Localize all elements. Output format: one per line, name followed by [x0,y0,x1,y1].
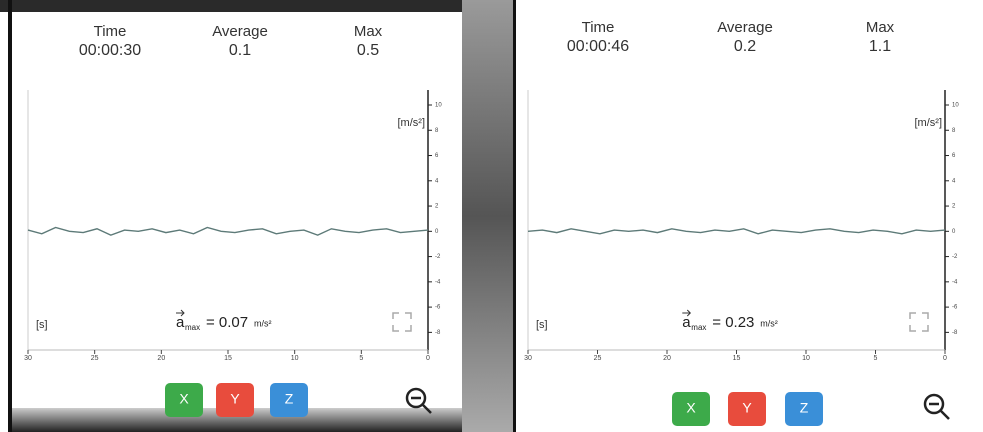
x-tick-label: 0 [943,355,947,362]
x-tick-label: 10 [291,355,299,362]
y-tick-label: 10 [435,103,442,109]
left-border [8,0,12,432]
x-tick-label: 25 [594,355,602,362]
amax-unit: m/s² [760,318,778,328]
stat-value: 00:00:46 [567,38,629,55]
amax-value: = 0.07 [206,314,248,331]
x-tick-label: 20 [663,355,671,362]
y-tick-label: -8 [435,330,441,336]
top-bar [0,0,462,12]
y-tick-label: -4 [952,279,958,285]
y-unit: [m/s²] [915,117,943,129]
y-unit: [m/s²] [398,117,426,129]
x-unit: [s] [536,319,548,331]
stat-value: 0.1 [229,42,251,59]
axis-button-label[interactable]: Y [742,400,752,416]
axis-button-label[interactable]: X [179,391,189,407]
x-tick-label: 15 [224,355,232,362]
stat-label: Average [717,19,773,36]
x-unit: [s] [36,319,48,331]
amax-symbol: a [682,314,691,331]
y-tick-label: -8 [952,330,958,336]
amax-sub: max [691,323,706,332]
stat-label: Average [212,23,268,40]
stat-value: 1.1 [869,38,891,55]
axis-button-label[interactable]: Z [800,400,809,416]
y-tick-label: 10 [952,103,959,109]
axis-button-label[interactable]: X [686,400,696,416]
amax-unit: m/s² [254,318,272,328]
y-tick-label: -6 [952,305,958,311]
stat-value: 0.5 [357,42,379,59]
x-tick-label: 0 [426,355,430,362]
x-tick-label: 15 [733,355,741,362]
stat-label: Time [94,23,127,40]
right-border [513,0,516,432]
x-tick-label: 30 [24,355,32,362]
x-tick-label: 20 [157,355,165,362]
amax-sub: max [185,323,200,332]
stat-value: 00:00:30 [79,42,141,59]
x-tick-label: 30 [524,355,532,362]
x-tick-label: 5 [359,355,363,362]
y-tick-label: -4 [435,279,441,285]
stat-label: Max [354,23,383,40]
x-tick-label: 5 [874,355,878,362]
screen: Time00:00:30Average0.1Max0.51086420-2-4-… [0,0,983,432]
x-tick-label: 25 [91,355,99,362]
axis-button-label[interactable]: Y [230,391,240,407]
y-tick-label: -6 [435,305,441,311]
backdrop-strip [462,0,515,432]
stat-label: Time [582,19,615,36]
stat-label: Max [866,19,895,36]
amax-value: = 0.23 [712,314,754,331]
stat-value: 0.2 [734,38,756,55]
amax-symbol: a [176,314,185,331]
y-tick-label: -2 [435,254,441,260]
axis-button-label[interactable]: Z [285,391,294,407]
y-tick-label: -2 [952,254,958,260]
x-tick-label: 10 [802,355,810,362]
